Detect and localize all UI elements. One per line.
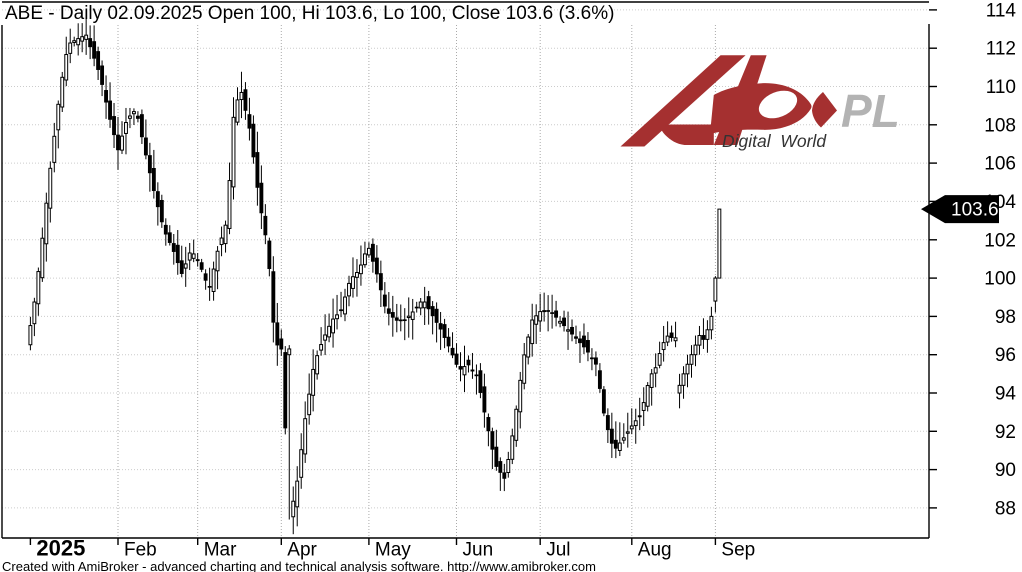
svg-text:Sep: Sep [721,540,755,561]
svg-text:96: 96 [995,345,1016,366]
svg-text:106: 106 [984,154,1016,175]
svg-text:112: 112 [986,39,1016,60]
svg-text:103.6: 103.6 [951,200,999,221]
svg-text:Apr: Apr [287,540,317,561]
svg-text:2025: 2025 [36,536,85,561]
svg-text:Digital World: Digital World [722,131,827,151]
svg-text:92: 92 [995,422,1016,443]
svg-text:110: 110 [986,77,1016,98]
svg-text:Aug: Aug [638,540,672,561]
svg-text:Jul: Jul [546,540,570,561]
svg-text:Mar: Mar [204,540,237,561]
svg-text:PL: PL [841,85,900,137]
svg-text:100: 100 [984,269,1016,290]
svg-text:114: 114 [986,0,1017,21]
svg-text:98: 98 [995,307,1016,328]
svg-text:102: 102 [984,230,1016,251]
svg-text:May: May [375,540,411,561]
svg-text:Jun: Jun [463,540,494,561]
svg-text:94: 94 [995,384,1017,405]
svg-text:108: 108 [984,115,1016,136]
svg-text:Feb: Feb [124,540,157,561]
svg-text:88: 88 [995,498,1016,519]
svg-text:90: 90 [995,460,1016,481]
